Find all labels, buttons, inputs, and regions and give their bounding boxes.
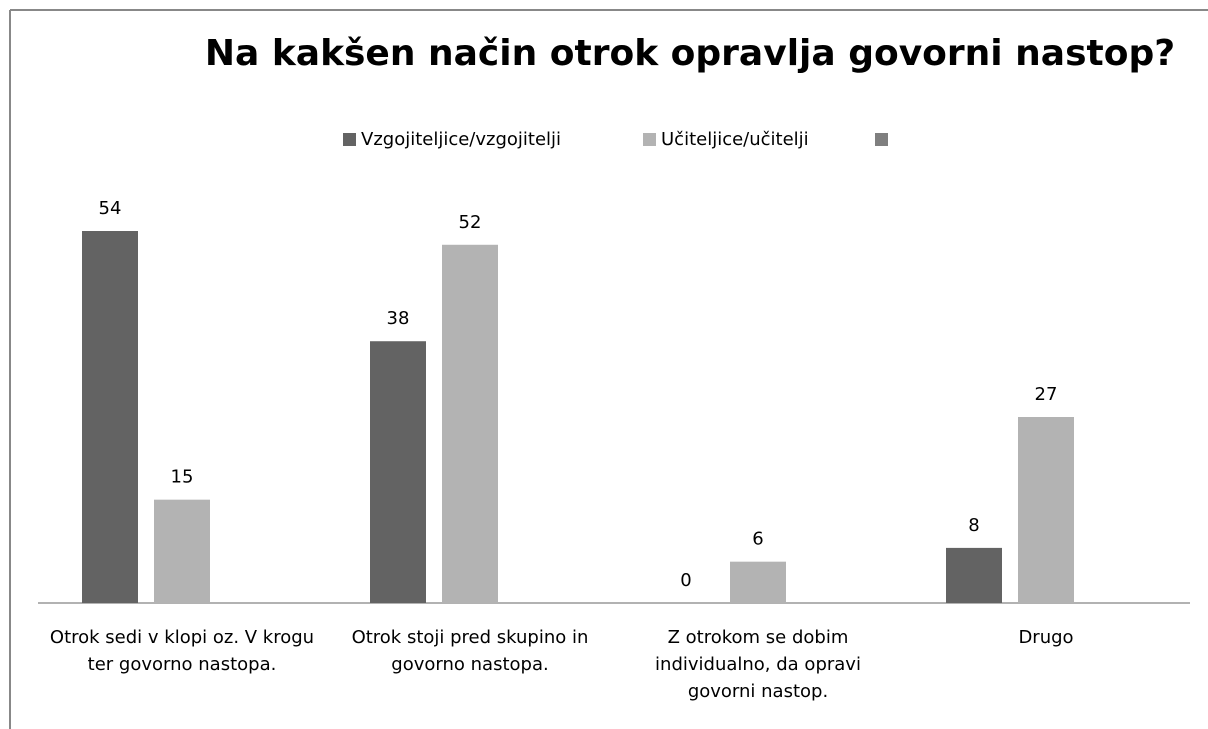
bar bbox=[154, 499, 210, 603]
data-label: 8 bbox=[968, 515, 979, 536]
x-tick-label: Otrok stoji pred skupino in govorno nast… bbox=[351, 627, 589, 675]
bar bbox=[946, 547, 1002, 603]
data-label: 15 bbox=[171, 467, 194, 488]
x-tick-label: Z otrokom se dobim individualno, da opra… bbox=[655, 627, 861, 702]
legend-label: Učiteljice/učitelji bbox=[661, 129, 809, 150]
x-tick-label: Drugo bbox=[1018, 627, 1074, 648]
data-label: 6 bbox=[752, 529, 763, 550]
legend-swatch bbox=[643, 133, 656, 146]
legend-swatch bbox=[343, 133, 356, 146]
legend-label: Vzgojiteljice/vzgojitelji bbox=[361, 129, 561, 150]
legend-swatch bbox=[875, 133, 888, 146]
data-label: 38 bbox=[387, 308, 410, 329]
data-label: 52 bbox=[459, 212, 482, 233]
data-label: 0 bbox=[680, 570, 691, 591]
bar bbox=[1018, 417, 1074, 603]
data-label: 27 bbox=[1035, 384, 1058, 405]
data-label: 54 bbox=[99, 198, 122, 219]
chart-title: Na kakšen način otrok opravlja govorni n… bbox=[205, 33, 1175, 74]
bar bbox=[82, 231, 138, 603]
bar bbox=[442, 244, 498, 603]
bar bbox=[370, 341, 426, 603]
x-tick-label: Otrok sedi v klopi oz. V krogu ter govor… bbox=[49, 627, 315, 675]
bar bbox=[730, 561, 786, 603]
